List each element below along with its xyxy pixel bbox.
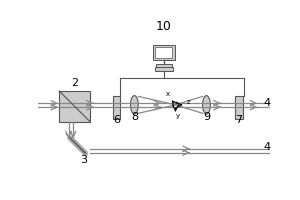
Bar: [235, 96, 243, 119]
Text: 3: 3: [80, 155, 88, 165]
Bar: [155, 47, 172, 58]
Text: 8: 8: [131, 112, 138, 122]
Text: 10: 10: [156, 20, 172, 33]
Text: 4: 4: [263, 98, 271, 108]
Ellipse shape: [130, 96, 138, 114]
Bar: [113, 96, 120, 119]
Text: z: z: [186, 99, 190, 105]
Bar: [154, 67, 173, 71]
Text: 2: 2: [71, 78, 78, 88]
Bar: [156, 64, 172, 67]
Text: 6: 6: [113, 115, 120, 125]
Bar: [59, 91, 90, 122]
Text: 9: 9: [203, 112, 210, 122]
Ellipse shape: [202, 96, 210, 114]
Text: 4: 4: [263, 142, 271, 152]
Text: y: y: [176, 113, 180, 119]
Text: x: x: [166, 91, 170, 97]
Text: 7: 7: [236, 115, 243, 125]
Bar: [153, 45, 175, 60]
